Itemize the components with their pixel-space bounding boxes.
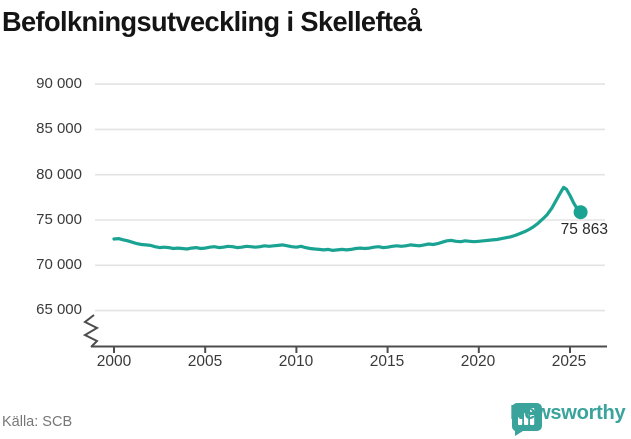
y-tick-label: 65 000 xyxy=(36,301,82,318)
y-tick-label: 90 000 xyxy=(36,75,82,92)
y-axis-break-icon xyxy=(82,314,100,348)
y-tick-label: 80 000 xyxy=(36,166,82,183)
x-tick-label: 2025 xyxy=(551,353,587,370)
source-credit: Källa: SCB xyxy=(2,414,73,430)
chart-title: Befolkningsutveckling i Skellefteå xyxy=(2,6,422,37)
x-tick-label: 2010 xyxy=(278,353,314,370)
x-axis xyxy=(91,345,607,353)
last-value-label: 75 863 xyxy=(560,221,608,238)
x-tick-label: 2020 xyxy=(460,353,496,370)
y-tick-label: 75 000 xyxy=(36,211,82,228)
gridlines xyxy=(95,83,605,312)
newsworthy-barchart-bubble-icon xyxy=(512,403,543,436)
x-tick-label: 2015 xyxy=(369,353,405,370)
newsworthy-logo: Newsworthy xyxy=(510,401,628,436)
y-tick-label: 70 000 xyxy=(36,256,82,273)
population-line-series xyxy=(112,185,583,252)
x-tick-label: 2005 xyxy=(187,353,223,370)
y-tick-label: 85 000 xyxy=(36,120,82,137)
last-value-dot-marker xyxy=(573,205,588,220)
newsworthy-logo-text: Newsworthy xyxy=(510,401,626,424)
x-tick-label: 2000 xyxy=(96,353,132,370)
